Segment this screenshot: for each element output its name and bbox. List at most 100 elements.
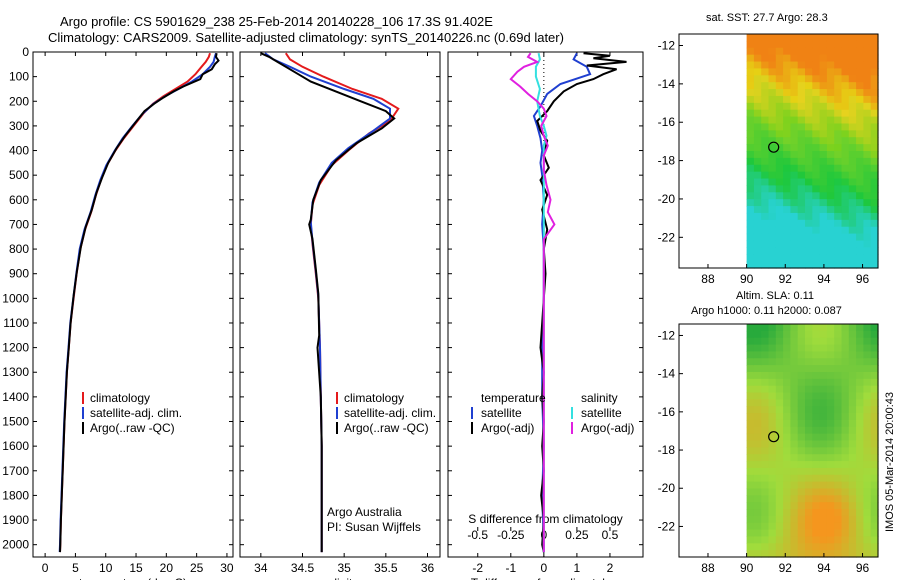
sla-map-cell — [863, 337, 872, 346]
sst-map-cell — [746, 75, 755, 83]
sst-map-cell — [812, 130, 821, 138]
sla-map-cell — [856, 433, 864, 442]
sla-map-cell — [775, 536, 784, 544]
sst-map-cell — [790, 54, 799, 63]
sla-map-cell — [826, 344, 835, 353]
sst-map-cell — [863, 68, 872, 76]
sla-map-cell — [841, 515, 850, 524]
sst-map-cell — [746, 47, 755, 56]
sla-map-cell — [863, 454, 872, 462]
sla-map-cell — [805, 365, 813, 373]
sla-map-cell — [805, 502, 813, 510]
sst-map-cell — [826, 95, 835, 104]
sst-map-cell — [819, 137, 828, 145]
sst-map-cell — [768, 34, 777, 42]
sst-map-cell — [753, 75, 762, 83]
sst-map-cell — [826, 178, 835, 187]
sst-map-cell — [761, 95, 770, 104]
sla-map-cell — [841, 358, 850, 366]
sst-map-cell — [863, 226, 872, 235]
sst-map-cell — [775, 226, 784, 235]
sla-map-cell — [797, 351, 806, 359]
sst-map-cell — [863, 151, 872, 159]
sla-map-cell — [805, 543, 813, 551]
sla-map-cell — [797, 413, 806, 421]
sla-map-cell — [870, 509, 879, 517]
sst-map-cell — [848, 116, 857, 125]
sst-map-cell — [834, 144, 843, 152]
sst-map-cell — [819, 123, 828, 131]
sla-map-cell — [863, 488, 872, 496]
sst-map-cell — [746, 137, 755, 145]
sla-map-cell — [819, 447, 828, 455]
sst-map-cell — [790, 102, 799, 111]
sst-map-cell — [790, 233, 799, 242]
sst-map-cell — [841, 75, 850, 83]
sla-map-cell — [812, 543, 821, 551]
sla-map-cell — [841, 440, 850, 448]
sst-map-cell — [761, 219, 770, 228]
sst-map-cell — [870, 199, 879, 207]
sla-map-cell — [775, 495, 784, 503]
sst-map-cell — [841, 95, 850, 104]
sla-map-cell — [870, 454, 879, 462]
sst-map-cell — [812, 261, 821, 269]
sst-map-cell — [863, 144, 872, 152]
sla-map-cell — [761, 543, 770, 551]
sla-map-cell — [761, 522, 770, 531]
sst-map-cell — [826, 164, 835, 173]
sst-map-cell — [768, 137, 777, 145]
sst-map-cell — [819, 233, 828, 242]
sla-map-cell — [812, 399, 821, 407]
sla-map-cell — [783, 378, 792, 387]
depth-tick-label: 100 — [9, 70, 29, 84]
sst-map-cell — [783, 54, 792, 63]
sst-map-cell — [768, 157, 777, 166]
sst-map-cell — [761, 61, 770, 70]
sla-map-cell — [812, 488, 821, 496]
sst-map-cell — [768, 116, 777, 125]
sst-map-cell — [797, 247, 806, 255]
sst-map-cell — [812, 157, 821, 166]
sla-map-cell — [848, 454, 857, 462]
sst-map-cell — [746, 240, 755, 248]
sst-map-cell — [753, 192, 762, 200]
sst-map-cell — [790, 123, 799, 131]
sla-map-profile-marker — [768, 431, 780, 443]
sla-map-cell — [834, 454, 843, 462]
sst-map-cell — [746, 102, 755, 111]
sst-map-cell — [863, 240, 872, 248]
sst-map-cell — [753, 171, 762, 180]
sla-map-cell — [848, 474, 857, 483]
sst-map-cell — [848, 123, 857, 131]
sla-map-cell — [856, 515, 864, 524]
sla-map-cell — [834, 426, 843, 435]
sst-map-cell — [805, 116, 813, 125]
sst-map-cell — [753, 199, 762, 207]
sla-map-cell — [805, 324, 813, 332]
sst-map-cell — [797, 240, 806, 248]
sla-map-cell — [790, 324, 799, 332]
sst-map-cell — [783, 137, 792, 145]
sla-map-cell — [790, 440, 799, 448]
sla-map-cell — [805, 433, 813, 442]
sla-map-cell — [841, 426, 850, 435]
sla-map-cell — [848, 330, 857, 339]
sla-map-cell — [848, 419, 857, 428]
sla-map-xtick-label: 96 — [856, 561, 870, 575]
sst-map-cell — [768, 206, 777, 214]
sla-map-cell — [768, 385, 777, 394]
sla-map-cell — [753, 529, 762, 538]
sla-map-cell — [797, 433, 806, 442]
sst-map-cell — [783, 240, 792, 248]
sst-map-cell — [783, 151, 792, 159]
sst-map-cell — [826, 247, 835, 255]
sla-map-cell — [863, 433, 872, 442]
sla-map-cell — [856, 440, 864, 448]
sst-map-cell — [797, 199, 806, 207]
sla-map-cell — [746, 426, 755, 435]
sst-map-cell — [746, 89, 755, 97]
sst-map-cell — [783, 157, 792, 166]
sst-map-cell — [761, 206, 770, 214]
sla-map-cell — [768, 392, 777, 400]
